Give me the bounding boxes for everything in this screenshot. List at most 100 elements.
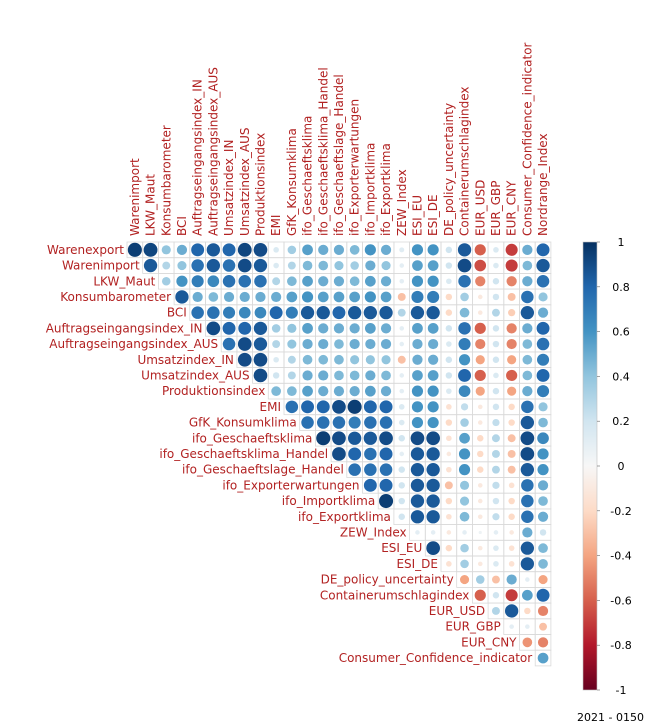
correlation-circle: [492, 278, 500, 285]
correlation-circle: [521, 494, 534, 508]
correlation-circle: [507, 465, 516, 474]
correlation-circle: [475, 575, 485, 584]
correlation-circle: [237, 242, 252, 257]
correlation-circle: [379, 400, 393, 414]
correlation-circle: [458, 354, 471, 366]
correlation-circle: [460, 543, 469, 553]
correlation-circle: [539, 529, 547, 536]
correlation-circle: [520, 557, 535, 571]
column-label: Auftragseingangsindex_AUS: [206, 67, 220, 236]
correlation-circle: [269, 306, 283, 320]
colorbar-tick-label: -0.2: [610, 505, 631, 518]
correlation-circle: [411, 275, 424, 287]
colorbar-tick-label: 0.4: [612, 370, 630, 383]
row-label: Consumer_Confidence_indicator: [339, 651, 533, 665]
correlation-circle: [379, 463, 393, 476]
correlation-circle: [253, 243, 268, 257]
column-label: ifo_Geschaeftslage_Handel: [332, 74, 346, 236]
correlation-circle: [302, 385, 313, 397]
column-label: Konsumbarometer: [159, 125, 173, 236]
correlation-circle: [428, 354, 439, 365]
correlation-circle: [462, 530, 467, 535]
correlation-circle: [302, 354, 313, 365]
correlation-circle: [287, 323, 297, 333]
correlation-circle: [397, 308, 406, 317]
correlation-circle: [271, 324, 281, 333]
correlation-circle: [537, 652, 549, 664]
correlation-circle: [349, 370, 360, 381]
correlation-circle: [287, 245, 297, 255]
correlation-circle: [380, 323, 392, 334]
correlation-circle: [508, 309, 516, 317]
correlation-circle: [412, 260, 423, 271]
correlation-circle: [347, 399, 362, 414]
correlation-circle: [333, 386, 345, 397]
correlation-circle: [410, 478, 425, 493]
correlation-circle: [520, 305, 535, 320]
colorbar-gradient: [582, 241, 598, 691]
correlation-circle: [538, 574, 548, 585]
source-label: 2021 - 0150: [577, 711, 644, 724]
colorbar-tick-label: -1: [616, 684, 627, 697]
correlation-circle: [364, 416, 377, 429]
correlation-circle: [143, 258, 158, 273]
correlation-circle: [458, 275, 471, 288]
correlation-circle: [537, 353, 550, 366]
correlation-circle: [506, 338, 517, 350]
correlation-circle: [399, 278, 405, 284]
row-label: Umsatzindex_AUS: [141, 368, 250, 382]
correlation-circle: [287, 371, 296, 380]
colorbar-tick-label: 0: [618, 460, 625, 473]
correlation-circle: [379, 305, 393, 320]
correlation-circle: [399, 263, 405, 268]
colorbar-tick-label: 0.2: [612, 415, 630, 428]
correlation-circle: [191, 275, 204, 288]
correlation-circle: [411, 244, 424, 256]
colorbar-tick-label: 1: [618, 236, 625, 249]
correlation-circle: [509, 624, 514, 629]
correlation-circle: [332, 400, 346, 414]
colorbar: 1 0.8 0.6 0.4 0.2 0 -0.2 -0.4 -0.6 -0.8 -1: [582, 236, 632, 697]
correlation-circle: [222, 243, 236, 257]
correlation-circle: [522, 370, 533, 381]
correlation-circle: [334, 339, 344, 349]
correlation-circle: [492, 592, 500, 599]
row-label: ifo_Geschaeftslage_Handel: [182, 463, 344, 477]
column-labels: Warenimport LKW_Maut Konsumbarometer BCI Auf…: [128, 42, 550, 236]
correlation-circle: [492, 293, 500, 301]
correlation-circle: [458, 385, 471, 397]
correlation-circle: [458, 464, 471, 476]
correlation-circle: [410, 510, 425, 524]
correlation-circle: [458, 322, 471, 335]
correlation-circle: [537, 637, 549, 648]
correlation-circle: [273, 247, 279, 253]
correlation-circle: [222, 259, 236, 272]
correlation-circle: [524, 607, 531, 615]
correlation-circle: [333, 291, 345, 303]
correlation-circle: [507, 386, 517, 396]
correlation-circle: [410, 305, 425, 320]
correlation-circle: [237, 352, 252, 367]
correlation-circle: [398, 513, 405, 520]
correlation-circle: [254, 306, 267, 319]
correlation-circle: [349, 323, 360, 334]
correlation-circle: [207, 306, 220, 319]
correlation-circle: [363, 431, 378, 445]
column-label: EMI: [269, 215, 283, 236]
correlation-circle: [223, 306, 236, 319]
correlation-circle: [380, 291, 392, 303]
correlation-circle: [253, 258, 268, 273]
correlation-circle: [491, 575, 500, 584]
correlation-circle: [491, 606, 500, 615]
correlation-circle: [412, 370, 423, 381]
column-label: Umsatzindex_IN: [222, 140, 236, 236]
correlation-circle: [458, 338, 471, 351]
correlation-circle: [381, 355, 391, 365]
correlation-circle: [536, 588, 550, 602]
correlation-circle: [508, 561, 515, 567]
correlation-circle: [459, 307, 470, 318]
row-label: LKW_Maut: [93, 274, 155, 288]
correlation-circle: [426, 541, 440, 556]
correlation-circle: [446, 435, 452, 442]
correlation-circle: [446, 404, 452, 410]
